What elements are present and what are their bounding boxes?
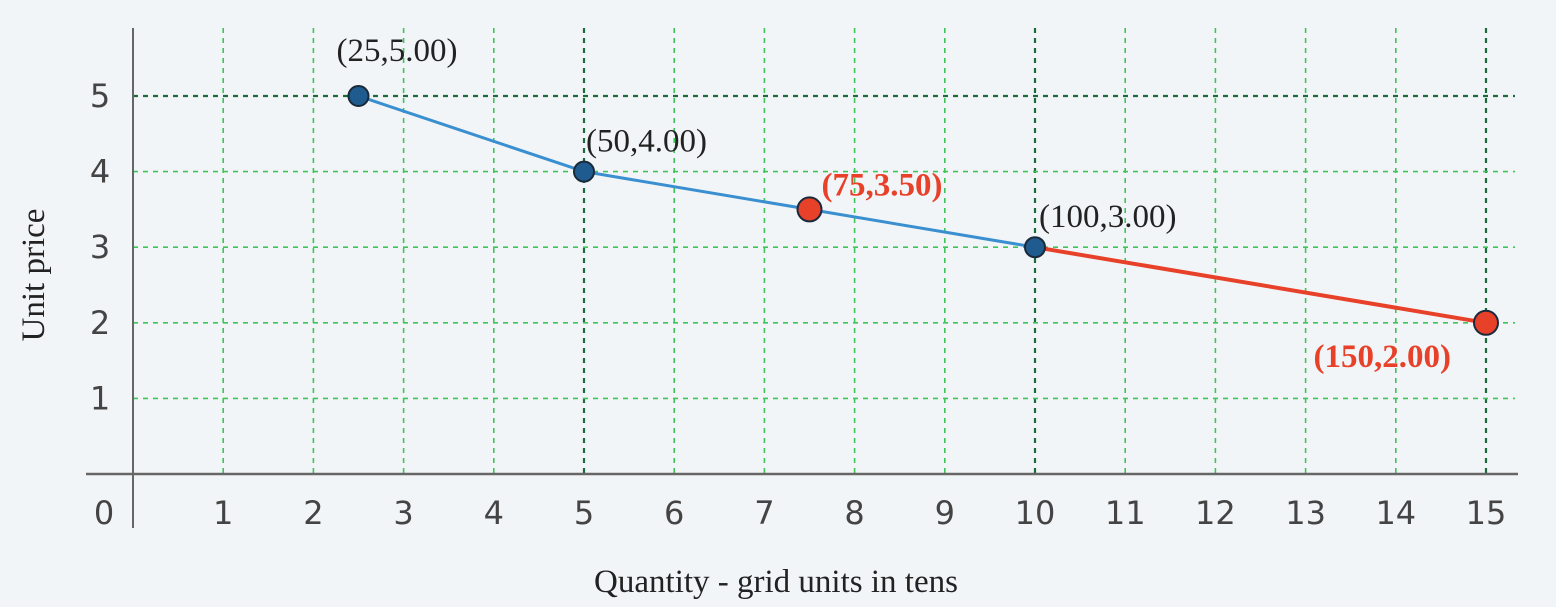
origin-label: 0 xyxy=(94,494,114,532)
y-tick-label: 3 xyxy=(90,228,110,266)
x-tick-label: 13 xyxy=(1285,494,1326,532)
x-tick-label: 12 xyxy=(1195,494,1236,532)
data-label: (150,2.00) xyxy=(1314,339,1451,375)
data-label: (50,4.00) xyxy=(586,124,707,160)
data-point xyxy=(1473,309,1499,336)
axes xyxy=(86,28,1518,528)
data-point xyxy=(573,160,595,183)
series-line-blue xyxy=(358,94,1036,249)
x-tick-label: 5 xyxy=(574,494,594,532)
data-point xyxy=(796,196,823,223)
grid-lines xyxy=(133,28,1515,474)
y-tick-label: 5 xyxy=(90,77,110,115)
data-point xyxy=(1024,236,1046,259)
x-tick-label: 7 xyxy=(754,494,774,532)
data-points xyxy=(347,85,1499,336)
data-point xyxy=(347,85,370,107)
y-tick-label: 1 xyxy=(90,379,110,417)
x-axis-title: Quantity - grid units in tens xyxy=(594,564,958,600)
data-label: (75,3.50) xyxy=(822,167,943,203)
x-tick-label: 14 xyxy=(1375,494,1416,532)
x-tick-label: 10 xyxy=(1015,494,1056,532)
data-label: (25,5.00) xyxy=(337,33,458,69)
series-line-red xyxy=(1034,245,1487,325)
x-tick-label: 4 xyxy=(484,494,504,532)
point-labels: (25,5.00) (50,4.00) (75,3.50) (100,3.00) (15… xyxy=(337,33,1452,375)
data-label: (100,3.00) xyxy=(1039,199,1176,235)
x-tick-label: 6 xyxy=(664,494,684,532)
x-tick-label: 8 xyxy=(844,494,864,532)
x-tick-label: 1 xyxy=(213,494,233,532)
y-tick-label: 2 xyxy=(90,304,110,342)
x-tick-label: 9 xyxy=(935,494,955,532)
series-lines xyxy=(358,94,1487,325)
x-tick-label: 11 xyxy=(1105,494,1146,532)
x-tick-label: 2 xyxy=(303,494,323,532)
y-tick-label: 4 xyxy=(90,153,110,191)
x-tick-label: 3 xyxy=(393,494,413,532)
y-axis-title: Unit price xyxy=(16,209,52,342)
x-tick-label: 15 xyxy=(1466,494,1507,532)
